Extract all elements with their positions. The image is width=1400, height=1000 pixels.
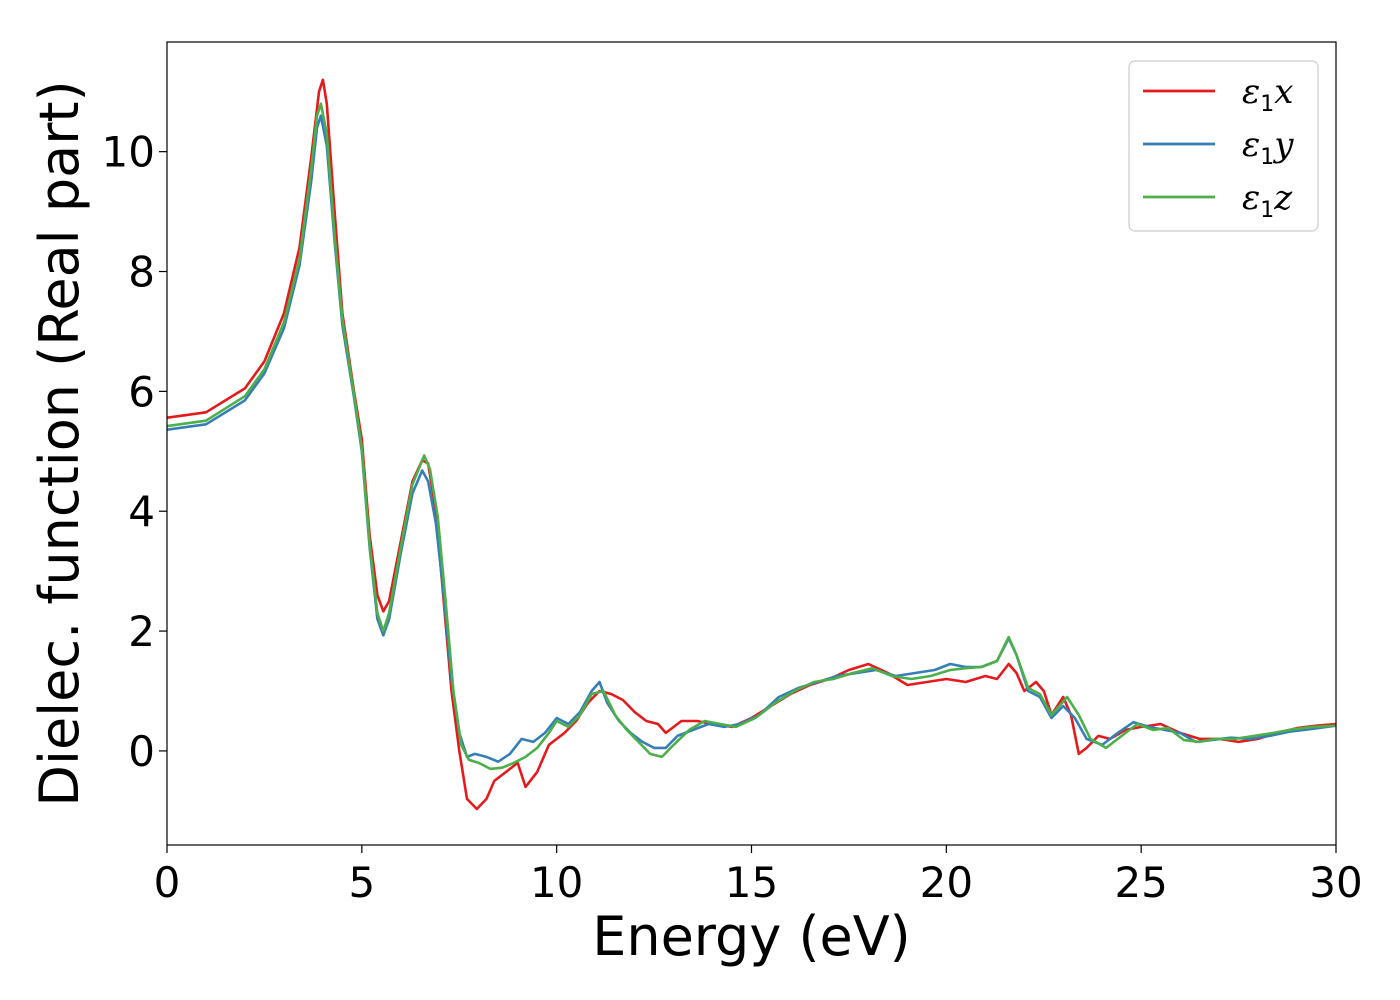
y-axis-title: Dielec. function (Real part) xyxy=(28,80,91,806)
y-tick-label: 10 xyxy=(102,128,155,177)
legend-box xyxy=(1128,60,1319,232)
x-axis: 0 5 10 15 20 25 30 xyxy=(154,845,1363,907)
legend: ε1x ε1y ε1z xyxy=(1128,60,1319,232)
x-tick-label: 15 xyxy=(725,858,778,907)
x-tick-label: 10 xyxy=(530,858,583,907)
x-tick-label: 20 xyxy=(920,858,973,907)
legend-label-x: ε1x xyxy=(1242,72,1293,117)
legend-label-z: ε1z xyxy=(1242,178,1293,223)
legend-label-y: ε1y xyxy=(1242,125,1294,170)
y-axis: 0 2 4 6 8 10 xyxy=(102,128,167,776)
y-tick-label: 0 xyxy=(128,727,155,776)
series-layer xyxy=(167,78,1336,811)
x-axis-title: Energy (eV) xyxy=(592,905,911,968)
y-tick-label: 2 xyxy=(128,607,155,656)
y-tick-label: 8 xyxy=(128,248,155,297)
x-tick-label: 0 xyxy=(154,858,181,907)
series-line-x xyxy=(167,78,1336,811)
y-tick-label: 4 xyxy=(128,487,155,536)
x-tick-label: 5 xyxy=(348,858,375,907)
x-tick-label: 30 xyxy=(1309,858,1362,907)
y-tick-label: 6 xyxy=(128,367,155,416)
series-line-z xyxy=(167,102,1336,771)
x-tick-label: 25 xyxy=(1114,858,1167,907)
